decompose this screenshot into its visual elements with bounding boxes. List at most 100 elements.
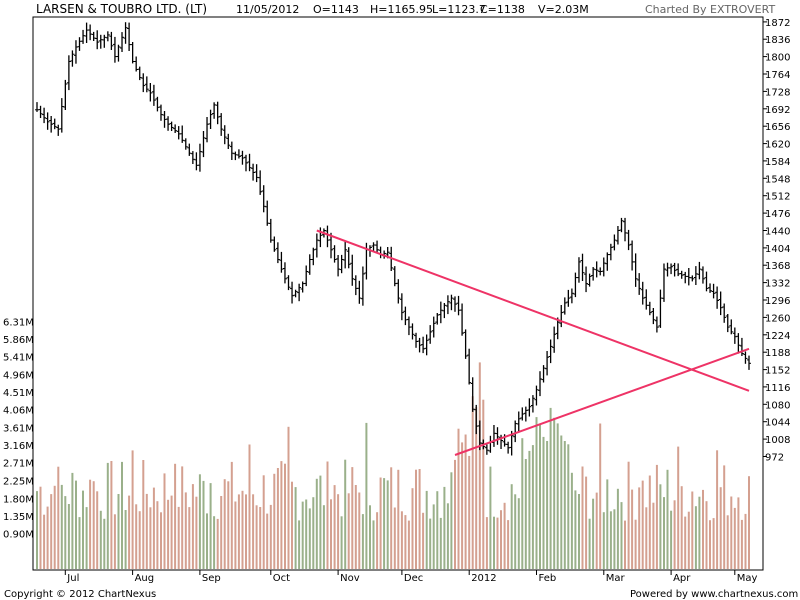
price-bar bbox=[700, 266, 705, 284]
volume-bar bbox=[694, 506, 697, 569]
volume-bar bbox=[96, 491, 99, 569]
volume-bar bbox=[322, 505, 325, 569]
volume-bar bbox=[411, 488, 414, 569]
plot-frame bbox=[32, 16, 764, 571]
price-bar bbox=[640, 281, 645, 305]
copyright-text: Copyright © 2012 ChartNexus bbox=[4, 589, 156, 600]
volume-bar bbox=[546, 441, 549, 569]
volume-bar bbox=[106, 462, 109, 569]
volume-bar bbox=[213, 516, 216, 569]
volume-bar bbox=[482, 399, 485, 569]
price-bar bbox=[350, 254, 355, 286]
volume-bar bbox=[223, 479, 226, 569]
price-bar bbox=[282, 262, 287, 284]
volume-bar bbox=[287, 426, 290, 569]
price-bar bbox=[215, 101, 220, 125]
price-bar bbox=[566, 289, 571, 307]
volume-bar bbox=[131, 450, 134, 569]
price-bar bbox=[38, 105, 43, 118]
price-bar bbox=[247, 153, 252, 172]
time-axis: Jul Aug Sep Oct Nov Dec 2012 Feb Mar Apr May bbox=[64, 570, 758, 584]
volume-bar bbox=[422, 512, 425, 569]
volume-bar bbox=[602, 512, 605, 569]
volume-tick-label: 4.96M bbox=[3, 370, 34, 381]
volume-bar bbox=[337, 494, 340, 569]
price-bar bbox=[704, 271, 709, 292]
price-bar bbox=[669, 263, 674, 275]
volume-bar bbox=[135, 504, 138, 569]
price-bar bbox=[527, 398, 532, 417]
price-tick-label: 1404 bbox=[765, 244, 790, 255]
price-tick-label: 1368 bbox=[765, 261, 790, 272]
volume-bar bbox=[585, 476, 588, 569]
volume-bar bbox=[641, 480, 644, 569]
price-bar bbox=[591, 267, 596, 281]
volume-tick-label: 5.41M bbox=[3, 353, 34, 364]
volume-bar bbox=[648, 475, 651, 569]
price-bar bbox=[148, 83, 153, 102]
volume-bar bbox=[415, 469, 417, 569]
price-bar bbox=[357, 280, 362, 304]
volume-bar bbox=[461, 442, 464, 569]
price-bar bbox=[293, 289, 298, 298]
volume-bar bbox=[241, 490, 244, 569]
volume-bar bbox=[138, 511, 141, 569]
price-bar bbox=[538, 371, 543, 397]
volume-bar bbox=[50, 494, 53, 569]
volume-bar bbox=[206, 513, 208, 569]
price-bar bbox=[396, 279, 401, 304]
volume-bar bbox=[457, 428, 460, 569]
price-tick-label: 1584 bbox=[765, 157, 790, 168]
volume-bar bbox=[719, 487, 722, 569]
volume-bar bbox=[245, 494, 247, 569]
price-bar bbox=[739, 337, 744, 356]
price-axis: 1872 1836 1800 1764 1728 1692 1656 1620 1584 1548… bbox=[763, 18, 790, 464]
price-bar bbox=[587, 273, 592, 287]
volume-bar bbox=[390, 467, 393, 569]
price-bar bbox=[516, 411, 521, 431]
price-bar bbox=[151, 84, 156, 106]
trendlines bbox=[316, 229, 750, 456]
volume-bar bbox=[121, 461, 123, 569]
volume-bar bbox=[485, 517, 488, 569]
price-bar bbox=[332, 245, 337, 263]
volume-bar bbox=[113, 514, 116, 569]
volume-bar bbox=[259, 507, 262, 569]
volume-bars bbox=[36, 362, 750, 569]
volume-bar bbox=[673, 500, 676, 569]
volume-bar bbox=[454, 459, 456, 569]
volume-bar bbox=[581, 466, 584, 569]
volume-bar bbox=[659, 484, 662, 569]
volume-bar bbox=[592, 498, 595, 569]
volume-bar bbox=[524, 459, 527, 569]
volume-bar bbox=[57, 466, 60, 569]
volume-bar bbox=[436, 491, 439, 569]
price-bar bbox=[672, 262, 677, 277]
price-bar bbox=[49, 116, 54, 133]
volume-tick-label: 3.16M bbox=[3, 441, 34, 452]
volume-bar bbox=[432, 504, 435, 569]
volume-bar bbox=[369, 505, 371, 569]
price-bar bbox=[63, 79, 68, 110]
volume-bar bbox=[351, 467, 354, 569]
volume-bar bbox=[195, 496, 198, 569]
volume-bar bbox=[418, 469, 421, 569]
volume-bar bbox=[446, 503, 449, 569]
volume-bar bbox=[712, 518, 715, 569]
volume-bar bbox=[305, 499, 308, 569]
price-bar bbox=[729, 319, 734, 335]
volume-bar bbox=[181, 466, 184, 569]
volume-tick-label: 2.71M bbox=[3, 459, 34, 470]
price-bar bbox=[410, 323, 415, 340]
volume-bar bbox=[266, 513, 269, 569]
volume-bar bbox=[372, 520, 375, 569]
price-bar bbox=[747, 355, 751, 370]
price-bar bbox=[711, 283, 716, 299]
volume-bar bbox=[78, 517, 81, 569]
volume-bar bbox=[489, 466, 492, 569]
quote-low: L=1123.7 bbox=[432, 3, 486, 16]
volume-bar bbox=[677, 446, 680, 569]
price-tick-label: 1728 bbox=[765, 87, 790, 98]
volume-bar bbox=[312, 497, 315, 569]
